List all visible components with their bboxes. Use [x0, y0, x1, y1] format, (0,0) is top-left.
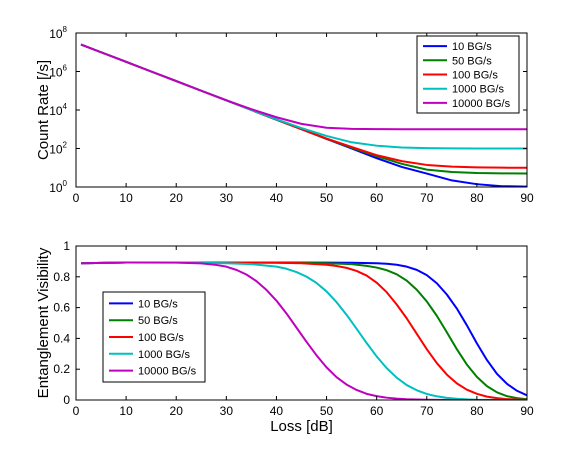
x-tick-label: 80	[470, 404, 484, 418]
x-tick-label: 20	[170, 404, 184, 418]
y-tick-label: 0.6	[53, 301, 70, 315]
y-tick-label: 1	[63, 239, 70, 253]
y-tick-label: 0.2	[53, 362, 70, 376]
series-line-3	[80, 261, 527, 400]
x-axis-label: Loss [dB]	[270, 418, 333, 435]
x-tick-label: 50	[320, 191, 334, 205]
y-tick-label: 0.8	[53, 270, 70, 284]
x-tick-label: 80	[470, 191, 484, 205]
x-tick-label: 10	[119, 191, 133, 205]
series-line-5	[80, 43, 527, 131]
y-tick-label: 108	[49, 25, 67, 41]
x-tick-label: 70	[420, 191, 434, 205]
y-tick-label: 0.4	[53, 331, 70, 345]
x-tick-label: 50	[320, 404, 334, 418]
legend-label-2: 50 BG/s	[138, 315, 178, 327]
x-tick-label: 10	[119, 404, 133, 418]
legend-label-5: 10000 BG/s	[452, 98, 511, 110]
plot-frame	[75, 245, 528, 401]
x-tick-label: 0	[73, 404, 80, 418]
legend-label-2: 50 BG/s	[452, 55, 492, 67]
legend-label-1: 10 BG/s	[138, 298, 178, 310]
y-tick-label: 102	[49, 141, 67, 157]
x-tick-label: 60	[370, 191, 384, 205]
y-tick-label: 100	[49, 179, 67, 195]
x-tick-label: 40	[270, 404, 284, 418]
x-tick-label: 20	[170, 191, 184, 205]
legend-label-3: 100 BG/s	[452, 70, 498, 82]
x-tick-label: 60	[370, 404, 384, 418]
x-tick-label: 30	[220, 404, 234, 418]
y-axis-label: Count Rate [/s]	[35, 60, 52, 160]
y-tick-label: 104	[49, 102, 67, 118]
x-tick-label: 30	[220, 191, 234, 205]
legend-label-3: 100 BG/s	[138, 332, 184, 344]
x-tick-label: 0	[73, 191, 80, 205]
legend-label-4: 1000 BG/s	[452, 84, 504, 96]
y-tick-label: 0	[63, 393, 70, 407]
legend: 10 BG/s 50 BG/s 100 BG/s 1000 BG/s 10000 BG/…	[416, 35, 520, 114]
visibility-chart: 0 10 20 30 40 50 60 70 80 90 0 0.2 0.4 0.6 0.8 1 Entangl…	[35, 239, 534, 435]
count-rate-chart: 0 10 20 30 40 50 60 70 80 90 100 102 104 106 108 Count …	[35, 25, 534, 205]
legend-label-4: 1000 BG/s	[138, 349, 190, 361]
x-tick-label: 90	[520, 191, 534, 205]
x-tick-label: 40	[270, 191, 284, 205]
x-tick-label: 90	[520, 404, 534, 418]
y-axis-label: Entanglement Visibility	[35, 247, 52, 398]
legend-label-1: 10 BG/s	[452, 41, 492, 53]
x-tick-label: 70	[420, 404, 434, 418]
legend: 10 BG/s 50 BG/s 100 BG/s 1000 BG/s 10000 BG/…	[102, 291, 206, 383]
series-line-4	[80, 261, 527, 400]
series-line-5	[80, 261, 527, 400]
legend-label-5: 10000 BG/s	[138, 366, 197, 378]
y-tick-label: 106	[49, 64, 67, 80]
